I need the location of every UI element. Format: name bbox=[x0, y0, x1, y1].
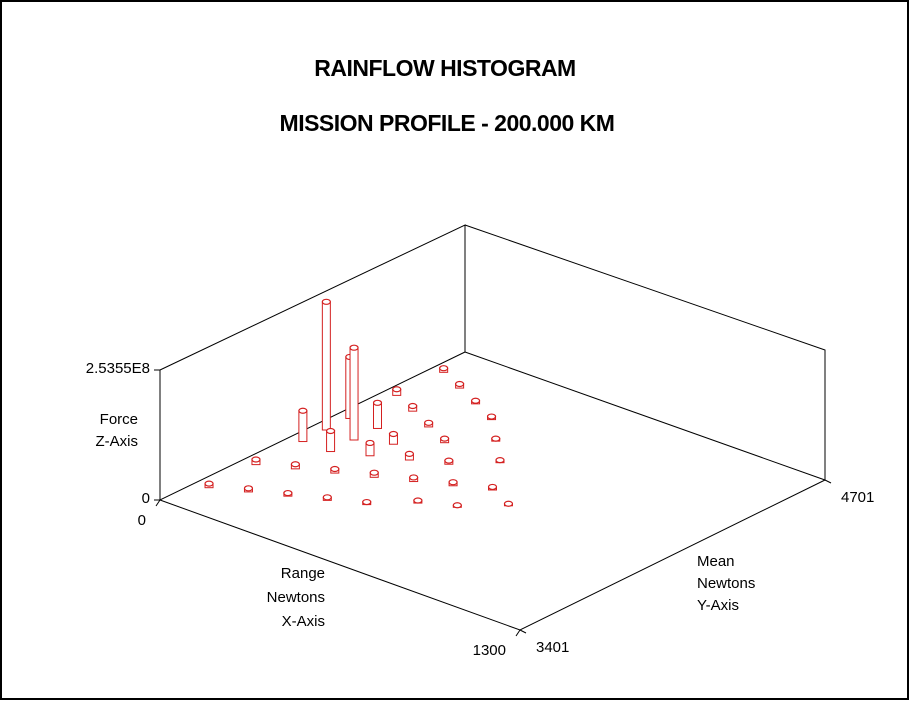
y-axis-label: Mean bbox=[697, 553, 735, 570]
bar-cap bbox=[440, 435, 450, 442]
bar-cap bbox=[452, 502, 462, 509]
bar-cap bbox=[290, 461, 300, 468]
x-axis-label: X-Axis bbox=[282, 613, 325, 630]
bar-cap bbox=[495, 457, 505, 464]
bar-cap bbox=[243, 485, 254, 492]
bar-cap bbox=[362, 498, 372, 506]
bar-cap bbox=[372, 399, 383, 406]
z-axis-label: Force bbox=[100, 411, 138, 428]
x-tick bbox=[515, 629, 521, 637]
bar-cap bbox=[251, 456, 261, 463]
y-axis-label: Newtons bbox=[697, 575, 755, 592]
bar-cap bbox=[424, 419, 434, 426]
x-axis-label: Newtons bbox=[267, 589, 325, 606]
bar-cap bbox=[444, 457, 454, 464]
bar-cap bbox=[487, 483, 498, 491]
bar-cap bbox=[365, 439, 375, 447]
y-tick bbox=[824, 479, 832, 484]
x-tick-label: 1300 bbox=[473, 642, 506, 659]
z-tick-label: 0 bbox=[142, 490, 150, 507]
back-right-wall bbox=[464, 224, 826, 481]
bar-cap bbox=[455, 380, 465, 388]
bar-cap bbox=[298, 407, 308, 414]
bar-cap bbox=[330, 465, 340, 473]
bar-cap bbox=[392, 386, 402, 393]
bar-cap bbox=[388, 430, 399, 438]
bar-cap bbox=[439, 365, 449, 372]
bar-cap bbox=[325, 427, 336, 435]
x-tick-label: 0 bbox=[138, 512, 146, 529]
y-axis-label: Y-Axis bbox=[697, 597, 739, 614]
bar-cap bbox=[322, 494, 332, 501]
bar-cap bbox=[408, 402, 418, 410]
bar-cap bbox=[491, 435, 501, 442]
bar-cap bbox=[413, 497, 423, 504]
bar-cap bbox=[404, 450, 415, 457]
bar-cap bbox=[369, 469, 379, 476]
chart-subtitle: MISSION PROFILE - 200.000 KM bbox=[280, 110, 615, 136]
bar-cap bbox=[486, 413, 497, 420]
y-tick bbox=[519, 629, 527, 634]
x-axis-label: Range bbox=[281, 565, 325, 582]
bar-cap bbox=[283, 489, 293, 497]
bar-cap bbox=[321, 298, 331, 305]
bar bbox=[349, 347, 359, 441]
z-axis-label: Z-Axis bbox=[96, 433, 139, 450]
bar-cap bbox=[409, 474, 419, 481]
bar-cap bbox=[470, 397, 481, 404]
bar bbox=[321, 301, 331, 431]
bar bbox=[298, 410, 308, 443]
y-tick-label: 4701 bbox=[841, 489, 874, 506]
bar bbox=[373, 402, 382, 429]
bar-cap bbox=[503, 500, 514, 507]
z-tick-label: 2.5355E8 bbox=[86, 360, 150, 377]
bar-cap bbox=[349, 344, 359, 351]
bar-cap bbox=[204, 480, 214, 487]
x-tick bbox=[155, 499, 161, 507]
bar-cap bbox=[448, 479, 458, 486]
y-tick-label: 3401 bbox=[536, 639, 569, 656]
chart-title: RAINFLOW HISTOGRAM bbox=[314, 55, 575, 81]
